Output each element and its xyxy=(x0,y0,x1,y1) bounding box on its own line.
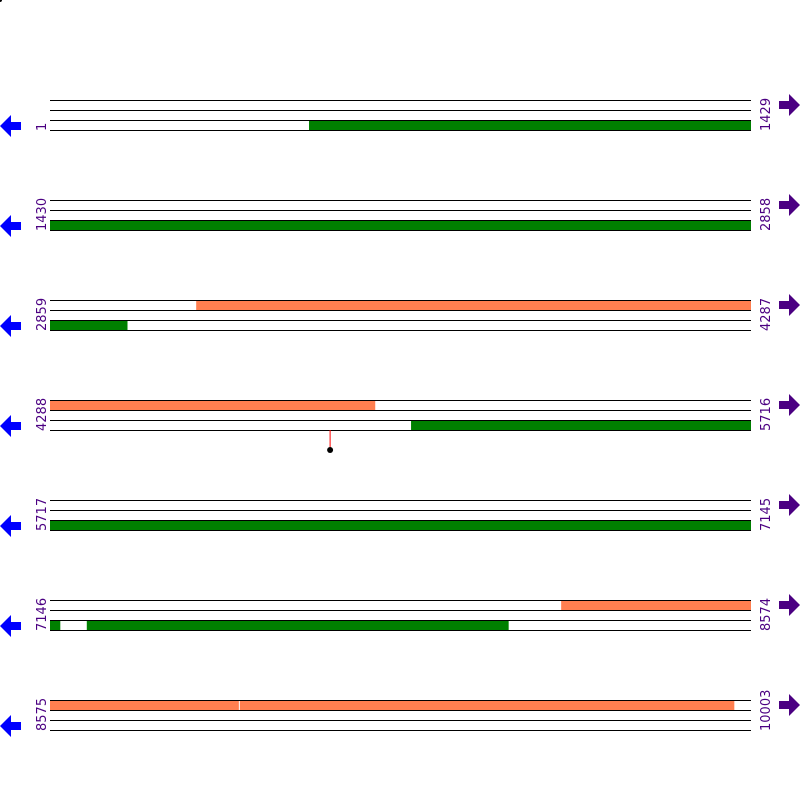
arrow-right-icon xyxy=(779,494,800,516)
sequence-row: 7146 8574 xyxy=(0,594,800,637)
forward-feature xyxy=(196,301,751,310)
arrow-right-icon xyxy=(779,94,800,116)
reverse-feature xyxy=(50,221,751,230)
reverse-feature xyxy=(86,621,509,630)
row-end-label: 5716 xyxy=(759,398,774,431)
arrow-left-icon xyxy=(0,415,21,437)
row-start-label: 8575 xyxy=(35,698,50,731)
forward-feature xyxy=(239,701,735,710)
reverse-feature xyxy=(309,121,751,130)
row-end-label: 1429 xyxy=(759,98,774,131)
arrow-right-icon xyxy=(779,394,800,416)
arrow-left-icon xyxy=(0,515,21,537)
reverse-feature xyxy=(50,621,61,630)
arrow-right-icon xyxy=(779,594,800,616)
row-start-label: 4288 xyxy=(35,398,50,431)
corner-dot xyxy=(0,0,2,2)
sequence-row: 1 1429 xyxy=(0,94,800,137)
reverse-feature xyxy=(50,321,128,330)
arrow-right-icon xyxy=(779,194,800,216)
sequence-row: 5717 7145 xyxy=(0,494,800,537)
sequence-row: 1430 2858 xyxy=(0,194,800,237)
arrow-left-icon xyxy=(0,615,21,637)
forward-feature xyxy=(50,701,239,710)
row-end-label: 8574 xyxy=(759,598,774,631)
row-start-label: 2859 xyxy=(35,298,50,331)
sequence-row: 8575 10003 xyxy=(0,690,800,737)
forward-feature xyxy=(561,601,751,610)
row-end-label: 10003 xyxy=(759,690,774,731)
reverse-feature xyxy=(50,521,751,530)
row-start-label: 1430 xyxy=(35,198,50,231)
arrow-left-icon xyxy=(0,115,21,137)
reverse-feature xyxy=(411,421,751,430)
arrow-right-icon xyxy=(779,694,800,716)
sequence-row: 2859 4287 xyxy=(0,294,800,337)
row-end-label: 4287 xyxy=(759,298,774,331)
forward-feature xyxy=(50,401,376,410)
marker-dot xyxy=(327,447,334,453)
row-end-label: 7145 xyxy=(759,498,774,531)
arrow-left-icon xyxy=(0,315,21,337)
sequence-row: 4288 5716 xyxy=(0,394,800,453)
row-start-label: 1 xyxy=(35,123,50,131)
row-start-label: 7146 xyxy=(35,598,50,631)
row-start-label: 5717 xyxy=(35,498,50,531)
row-end-label: 2858 xyxy=(759,198,774,231)
arrow-right-icon xyxy=(779,294,800,316)
arrow-left-icon xyxy=(0,215,21,237)
arrow-left-icon xyxy=(0,715,21,737)
